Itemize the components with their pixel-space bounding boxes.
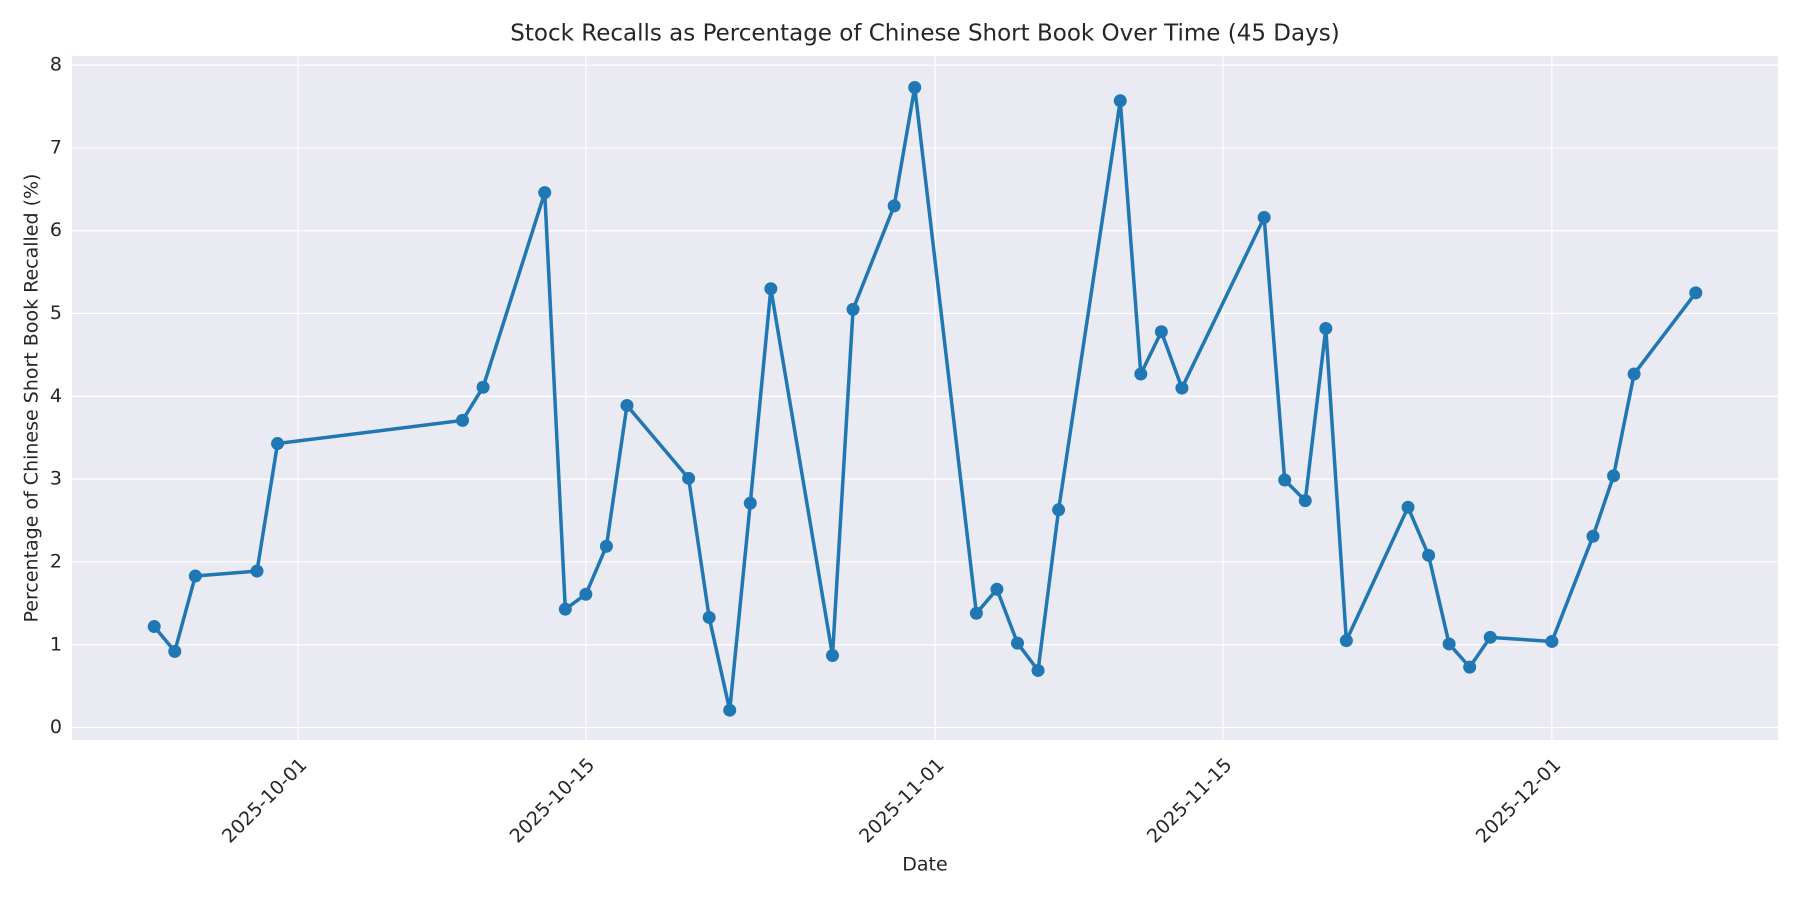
- point: [1010, 636, 1024, 650]
- y-tick-label: 3: [50, 468, 62, 490]
- y-tick-label: 4: [50, 385, 62, 407]
- point: [887, 199, 901, 213]
- point: [147, 620, 161, 634]
- point: [1113, 94, 1127, 108]
- point: [476, 380, 490, 394]
- y-tick-label: 7: [50, 136, 62, 158]
- point: [188, 569, 202, 583]
- point: [168, 644, 182, 658]
- point: [1483, 630, 1497, 644]
- point: [1627, 367, 1641, 381]
- point: [558, 602, 572, 616]
- point: [538, 186, 552, 200]
- x-tick-label: 2025-11-15: [1143, 754, 1237, 848]
- point: [579, 587, 593, 601]
- point: [1339, 634, 1353, 648]
- point: [1031, 663, 1045, 677]
- point: [1422, 548, 1436, 562]
- point: [1401, 500, 1415, 514]
- point: [682, 471, 696, 485]
- y-tick-label: 5: [50, 302, 62, 324]
- point: [723, 703, 737, 717]
- x-tick-label: 2025-11-01: [855, 754, 949, 848]
- point: [990, 582, 1004, 596]
- y-axis-label: Percentage of Chinese Short Book Recalle…: [21, 174, 43, 623]
- point: [1257, 210, 1271, 224]
- point: [846, 302, 860, 316]
- point: [702, 610, 716, 624]
- point: [908, 80, 922, 94]
- point: [1319, 321, 1333, 335]
- point: [1278, 473, 1292, 487]
- y-tick-label: 1: [50, 633, 62, 655]
- point: [1298, 494, 1312, 508]
- y-tick-label: 8: [50, 54, 62, 76]
- point: [620, 398, 634, 412]
- point: [1154, 325, 1168, 339]
- x-tick-label: 2025-10-15: [506, 754, 600, 848]
- x-axis-label: Date: [902, 854, 947, 876]
- point: [743, 496, 757, 510]
- point: [456, 413, 470, 427]
- point: [250, 564, 264, 578]
- point: [1052, 503, 1066, 517]
- point: [1134, 367, 1148, 381]
- plot-background: [72, 56, 1778, 740]
- point: [1689, 286, 1703, 300]
- point: [1545, 634, 1559, 648]
- point: [599, 539, 613, 553]
- y-tick-label: 6: [50, 219, 62, 241]
- point: [1463, 660, 1477, 674]
- point: [1175, 381, 1189, 395]
- point: [826, 649, 840, 663]
- chart-title: Stock Recalls as Percentage of Chinese S…: [510, 21, 1339, 47]
- point: [1442, 637, 1456, 651]
- point: [1586, 529, 1600, 543]
- point: [764, 282, 778, 296]
- point: [969, 606, 983, 620]
- y-tick-label: 2: [50, 550, 62, 572]
- x-tick-label: 2025-10-01: [218, 754, 312, 848]
- point: [1607, 469, 1621, 483]
- point: [271, 437, 285, 451]
- x-tick-label: 2025-12-01: [1472, 754, 1566, 848]
- y-tick-label: 0: [50, 716, 62, 738]
